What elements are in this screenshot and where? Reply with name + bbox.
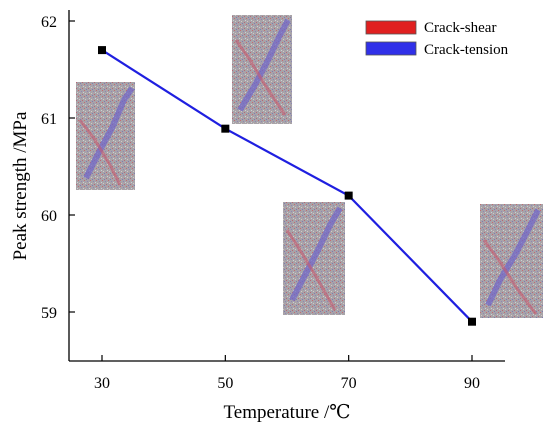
inset-images	[76, 15, 543, 318]
x-tick-label: 90	[464, 375, 480, 392]
legend-label-crack-tension: Crack-tension	[424, 42, 509, 58]
legend-label-crack-shear: Crack-shear	[424, 20, 496, 36]
y-tick-label: 61	[41, 111, 57, 128]
y-tick-label: 59	[41, 305, 57, 322]
y-tick-label: 60	[41, 208, 57, 225]
y-tick-label: 62	[41, 14, 57, 31]
crack-pattern-90-image	[480, 204, 543, 318]
y-ticks: 59 60 61 62	[41, 14, 75, 322]
legend-swatch-crack-shear	[365, 20, 417, 35]
crack-pattern-50-image	[232, 15, 292, 124]
x-tick-label: 50	[217, 375, 233, 392]
data-point-marker	[468, 317, 476, 326]
x-ticks: 30 50 70 90	[94, 355, 480, 392]
y-axis-title: Peak strength /MPa	[10, 111, 31, 260]
crack-pattern-30-image	[76, 82, 135, 190]
data-point-marker	[221, 124, 230, 133]
x-tick-label: 30	[94, 375, 110, 392]
data-point-marker	[98, 46, 106, 55]
x-tick-label: 70	[341, 375, 357, 392]
crack-pattern-70-image	[283, 202, 345, 315]
series-line	[101, 49, 473, 323]
x-axis-title: Temperature /℃	[223, 402, 350, 423]
series-layer	[98, 46, 476, 326]
data-point-marker	[344, 191, 353, 200]
legend-swatch-crack-tension	[365, 41, 417, 56]
legend: Crack-shear Crack-tension	[365, 20, 509, 58]
